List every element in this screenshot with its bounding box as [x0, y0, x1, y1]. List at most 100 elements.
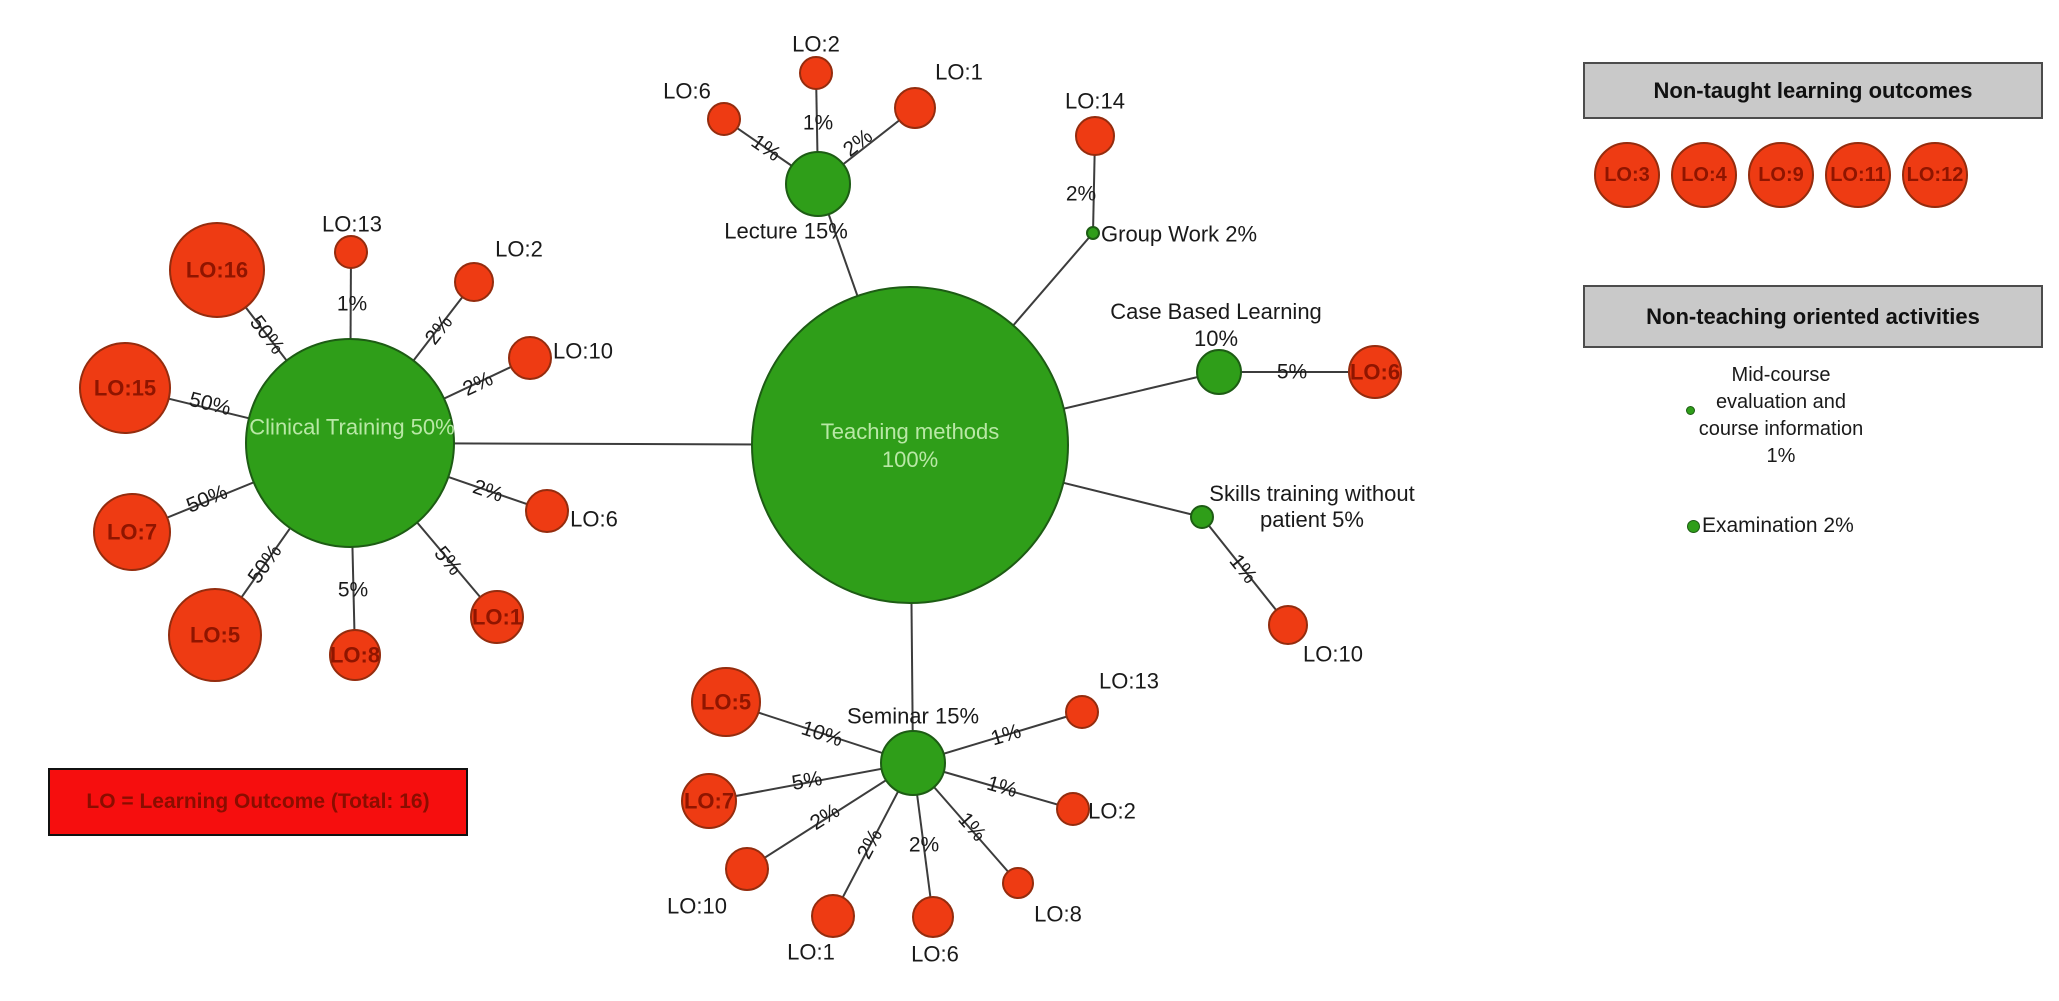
edge-label-seminar-sem-lo7: 5%	[790, 767, 824, 795]
midcourse-label: Mid-course evaluation and course informa…	[1681, 362, 1881, 470]
edge-label-seminar-sem-lo2: 1%	[984, 772, 1020, 802]
nodes-layer	[79, 56, 1402, 938]
label-cl-lo16: LO:16	[186, 258, 248, 283]
node-gw-lo14	[1075, 116, 1115, 156]
node-cbl	[1196, 349, 1242, 395]
edge-label-clinical-cl-lo7: 50%	[183, 480, 231, 517]
edge-label-clinical-cl-lo15: 50%	[187, 388, 233, 420]
label-lec-lo2: LO:2	[792, 32, 840, 57]
node-lec-lo1	[894, 87, 936, 129]
edge-label-seminar-sem-lo1: 2%	[853, 825, 887, 863]
legend-activities-title-box: Non-teaching oriented activities	[1583, 285, 2043, 348]
node-cl-lo5	[168, 588, 262, 682]
label-cbl: Case Based Learning 10%	[1110, 299, 1322, 351]
examination-label: Examination 2%	[1702, 514, 1854, 537]
lo-note-text: LO = Learning Outcome (Total: 16)	[86, 790, 430, 813]
examination-item: Examination 2%	[1687, 514, 1854, 538]
node-cl-lo16	[169, 222, 265, 318]
label-sem-lo10: LO:10	[667, 894, 727, 919]
node-cl-lo1	[470, 590, 524, 644]
node-sem-lo10	[725, 847, 769, 891]
node-cl-lo13	[334, 235, 368, 269]
node-groupwork	[1086, 226, 1100, 240]
node-sk-lo10	[1268, 605, 1308, 645]
label-lec-lo6: LO:6	[663, 79, 711, 104]
label-cl-lo5: LO:5	[190, 623, 240, 648]
node-cl-lo8	[329, 629, 381, 681]
edge-label-lecture-lec-lo2: 1%	[803, 112, 833, 135]
edge-label-clinical-cl-lo16: 50%	[245, 311, 289, 358]
label-sem-lo8: LO:8	[1034, 902, 1082, 927]
edge-label-clinical-cl-lo10: 2%	[459, 367, 496, 401]
legend-non-taught-title-box: Non-taught learning outcomes	[1583, 62, 2043, 119]
label-sem-lo7: LO:7	[684, 789, 734, 814]
label-line: 100%	[882, 447, 938, 472]
node-cl-lo10	[508, 336, 552, 380]
label-clinical: Clinical Training 50%	[249, 415, 454, 440]
label-cl-lo10: LO:10	[553, 339, 613, 364]
edge-label-clinical-cl-lo5: 50%	[244, 540, 287, 588]
legend-activities-title: Non-teaching oriented activities	[1646, 303, 1980, 329]
legend-outcome-circle: LO:11	[1825, 142, 1891, 208]
node-sem-lo8	[1002, 867, 1034, 899]
node-cl-lo7	[93, 493, 171, 571]
label-seminar: Seminar 15%	[847, 704, 979, 729]
node-lec-lo6	[707, 102, 741, 136]
node-lec-lo2	[799, 56, 833, 90]
legend-non-taught-circles: LO:3 LO:4 LO:9 LO:11 LO:12	[1594, 142, 1968, 208]
label-skills: Skills training without patient 5%	[1209, 481, 1414, 532]
label-lecture: Lecture 15%	[724, 219, 848, 244]
edge-label-cbl-cbl-lo6: 5%	[1277, 361, 1307, 384]
label-cl-lo13: LO:13	[322, 212, 382, 237]
label-sem-lo5: LO:5	[701, 690, 751, 715]
edge-label-clinical-cl-lo8: 5%	[338, 579, 368, 602]
legend-outcome-label: LO:12	[1906, 163, 1964, 186]
node-skills	[1190, 505, 1214, 529]
edge-label-clinical-cl-lo6: 2%	[470, 475, 506, 507]
node-cl-lo15	[79, 342, 171, 434]
edge-label-lecture-lec-lo6: 1%	[747, 130, 785, 166]
edge-label-groupwork-gw-lo14: 2%	[1066, 183, 1096, 206]
label-groupwork: Group Work 2%	[1101, 222, 1257, 247]
edge-label-seminar-sem-lo10: 2%	[806, 799, 844, 835]
label-line: patient 5%	[1260, 507, 1364, 532]
label-teaching: Teaching methods 100%	[821, 419, 1000, 472]
label-cl-lo8: LO:8	[330, 643, 380, 668]
midcourse-line: 1%	[1766, 445, 1796, 467]
edge-label-seminar-sem-lo8: 1%	[953, 808, 990, 846]
edge-label-clinical-cl-lo13: 1%	[337, 293, 367, 316]
label-sem-lo13: LO:13	[1099, 669, 1159, 694]
label-gw-lo14: LO:14	[1065, 89, 1125, 114]
edge-skills-sk-lo10	[1201, 516, 1289, 626]
label-sem-lo6: LO:6	[911, 942, 959, 967]
node-cbl-lo6	[1348, 345, 1402, 399]
node-cl-lo6	[525, 489, 569, 533]
legend-outcome-label: LO:9	[1758, 163, 1804, 186]
node-sem-lo2	[1056, 792, 1090, 826]
label-cl-lo2: LO:2	[495, 237, 543, 262]
label-line: Case Based Learning	[1110, 299, 1322, 324]
node-seminar	[880, 730, 946, 796]
label-sem-lo1: LO:1	[787, 940, 835, 965]
node-sem-lo7	[681, 773, 737, 829]
legend-outcome-label: LO:4	[1681, 163, 1727, 186]
label-line: Teaching methods	[821, 419, 1000, 444]
label-line: 10%	[1194, 326, 1238, 351]
label-lec-lo1: LO:1	[935, 60, 983, 85]
label-cl-lo1: LO:1	[472, 605, 522, 630]
edge-label-seminar-sem-lo6: 2%	[909, 834, 939, 857]
node-lecture	[785, 151, 851, 217]
label-sem-lo2: LO:2	[1088, 799, 1136, 824]
edge-label-skills-sk-lo10: 1%	[1225, 550, 1262, 588]
edge-label-seminar-sem-lo5: 10%	[798, 717, 845, 752]
midcourse-dot-icon	[1686, 406, 1695, 415]
label-cl-lo7: LO:7	[107, 520, 157, 545]
label-cbl-lo6: LO:6	[1350, 360, 1400, 385]
node-sem-lo1	[811, 894, 855, 938]
node-clinical	[245, 338, 455, 548]
label-cl-lo15: LO:15	[94, 376, 156, 401]
lo-note-box: LO = Learning Outcome (Total: 16)	[48, 768, 468, 836]
edge-label-seminar-sem-lo13: 1%	[988, 720, 1024, 751]
midcourse-line: evaluation and	[1715, 391, 1847, 413]
